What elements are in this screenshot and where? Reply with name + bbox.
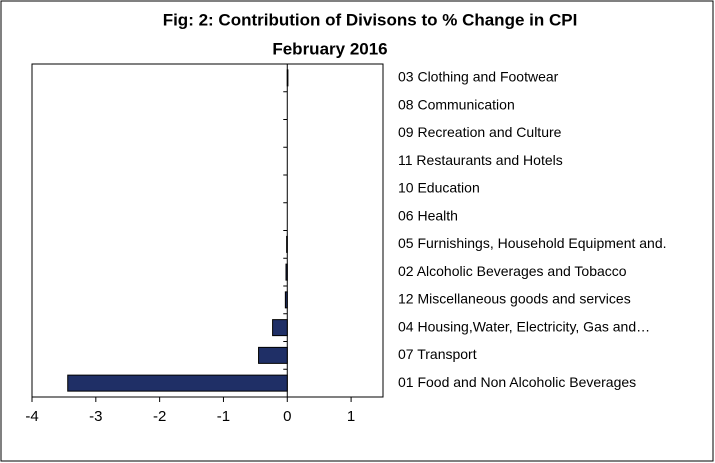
y-tick-label: 09 Recreation and Culture	[398, 124, 562, 140]
y-tick-label: 01 Food and Non Alcoholic Beverages	[398, 374, 636, 390]
y-tick-label: 02 Alcoholic Beverages and Tobacco	[398, 263, 627, 279]
bar	[286, 235, 288, 253]
x-tick-label: -1	[217, 408, 230, 425]
bar	[284, 291, 288, 309]
x-tick-label: -4	[25, 408, 38, 425]
bar	[258, 346, 288, 364]
plot-area	[31, 63, 384, 398]
y-tick-label: 03 Clothing and Footwear	[398, 69, 559, 85]
y-tick-label: 05 Furnishings, Household Equipment and.	[398, 235, 667, 251]
bar	[67, 374, 288, 392]
y-tick-label: 11 Restaurants and Hotels	[398, 152, 563, 168]
x-tick-label: -2	[153, 408, 166, 425]
x-tick-label: 1	[347, 408, 355, 425]
y-tick-label: 04 Housing,Water, Electricity, Gas and…	[398, 318, 650, 334]
y-tick-label: 12 Miscellaneous goods and services	[398, 291, 631, 307]
x-tick-label: 0	[283, 408, 291, 425]
chart-title: Fig: 2: Contribution of Divisons to % Ch…	[163, 10, 578, 29]
bar	[272, 319, 288, 337]
y-tick-label: 08 Communication	[398, 96, 515, 112]
bar	[285, 263, 288, 281]
y-tick-label: 06 Health	[398, 207, 458, 223]
x-tick-label: -3	[89, 408, 102, 425]
y-tick-label: 07 Transport	[398, 346, 477, 362]
y-tick-label: 10 Education	[398, 180, 480, 196]
chart-subtitle: February 2016	[272, 39, 387, 58]
bar	[286, 69, 289, 87]
